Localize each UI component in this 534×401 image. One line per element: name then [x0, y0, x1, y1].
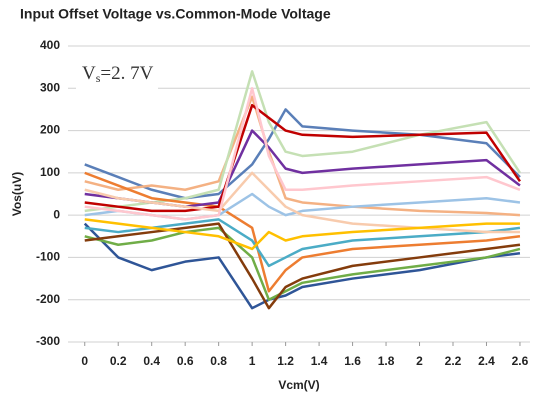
y-tick-label: 300: [40, 80, 60, 94]
annotation: Vs=2. 7V: [82, 63, 154, 84]
series-line: [84, 171, 521, 293]
series-line: [84, 103, 521, 213]
annotation-sub: s: [96, 71, 101, 85]
x-tick-label: 0: [81, 354, 88, 368]
x-tick-label: 0.4: [143, 354, 160, 368]
y-tick-label: 400: [40, 38, 60, 52]
x-tick-label: 1.4: [311, 354, 328, 368]
y-tick-label: -200: [36, 292, 60, 306]
annotation-rest: =2. 7V: [100, 63, 153, 84]
x-tick-label: 2: [416, 354, 423, 368]
series-line: [84, 218, 520, 251]
x-tick-label: 2.4: [478, 354, 495, 368]
annotation-box: [76, 57, 158, 91]
y-tick-label: 100: [40, 165, 60, 179]
y-tick-label: 200: [40, 123, 60, 137]
y-tick-label: 0: [53, 207, 60, 221]
x-tick-label: 1: [249, 354, 256, 368]
x-tick-label: 1.6: [344, 354, 361, 368]
series-line: [84, 226, 521, 301]
series-line: [84, 129, 521, 208]
grid: -300 -200 -100 0 100 200 300 400 0 0.2 0.4 0.6 0.8 1 1…: [36, 38, 530, 368]
annotation-main: V: [82, 63, 96, 84]
x-tick-label: 2.6: [512, 354, 529, 368]
y-tick-label: -100: [36, 250, 60, 264]
x-tick-label: 1.2: [277, 354, 294, 368]
series-line: [84, 222, 521, 310]
series-line: [84, 87, 521, 221]
x-tick-label: 1.8: [378, 354, 395, 368]
y-tick-label: -300: [36, 334, 60, 348]
y-axis-label: Vos(uV): [10, 172, 24, 216]
x-axis-label: Vcm(V): [278, 378, 319, 392]
x-tick-label: 2.2: [445, 354, 462, 368]
x-tick-label: 0.2: [110, 354, 127, 368]
x-tick-label: 0.6: [177, 354, 194, 368]
lines: [83, 70, 522, 310]
x-tick-label: 0.8: [210, 354, 227, 368]
chart-title: Input Offset Voltage vs.Common-Mode Volt…: [20, 6, 331, 22]
